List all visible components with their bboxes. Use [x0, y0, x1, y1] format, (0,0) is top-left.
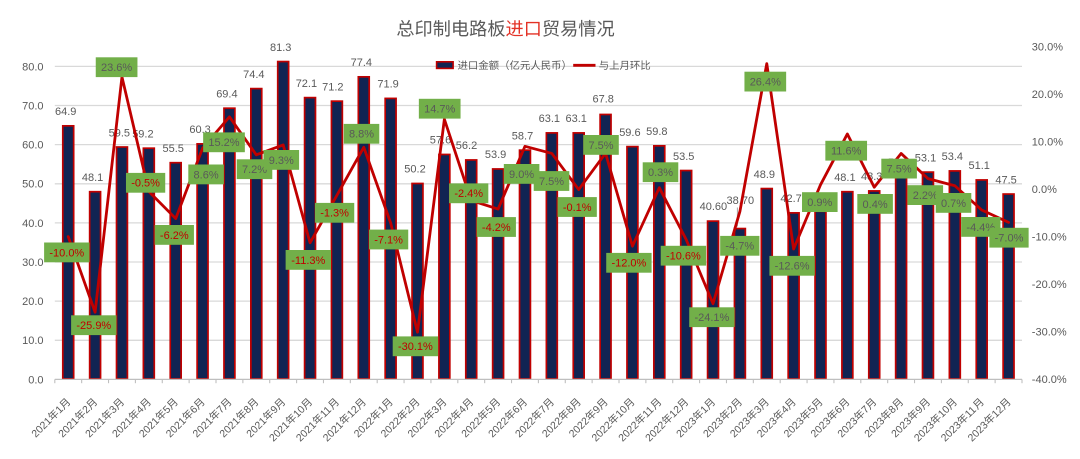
svg-text:48.1: 48.1	[834, 172, 855, 184]
svg-text:40.0: 40.0	[22, 218, 43, 230]
svg-text:-30.0%: -30.0%	[1032, 327, 1067, 339]
svg-text:64.9: 64.9	[55, 106, 76, 118]
svg-text:-40.0%: -40.0%	[1032, 374, 1067, 386]
svg-text:56.2: 56.2	[456, 140, 477, 152]
svg-text:-4.7%: -4.7%	[725, 241, 754, 253]
svg-text:7.5%: 7.5%	[887, 164, 912, 176]
svg-text:10.0%: 10.0%	[1032, 137, 1063, 149]
svg-text:59.8: 59.8	[646, 126, 667, 138]
svg-text:0.9%: 0.9%	[807, 197, 832, 209]
svg-text:40.60: 40.60	[700, 201, 728, 213]
svg-text:72.1: 72.1	[296, 78, 317, 90]
svg-text:81.3: 81.3	[270, 42, 291, 54]
svg-text:42.7: 42.7	[780, 193, 801, 205]
svg-text:-11.3%: -11.3%	[291, 255, 325, 267]
svg-text:0.0%: 0.0%	[1032, 184, 1057, 196]
svg-text:8.8%: 8.8%	[349, 129, 374, 141]
svg-text:63.1: 63.1	[565, 113, 586, 125]
svg-text:-10.0%: -10.0%	[1032, 232, 1067, 244]
svg-text:7.5%: 7.5%	[539, 176, 564, 188]
svg-text:-2.4%: -2.4%	[454, 188, 483, 200]
svg-text:63.1: 63.1	[539, 113, 560, 125]
svg-text:-10.0%: -10.0%	[49, 247, 84, 259]
svg-text:50.0: 50.0	[22, 179, 43, 191]
svg-text:-24.1%: -24.1%	[694, 312, 729, 324]
svg-text:2.2%: 2.2%	[913, 190, 938, 202]
svg-text:7.5%: 7.5%	[588, 140, 613, 152]
svg-text:-10.6%: -10.6%	[666, 251, 701, 263]
svg-text:-7.1%: -7.1%	[374, 234, 403, 246]
svg-text:60.0: 60.0	[22, 140, 43, 152]
svg-text:0.4%: 0.4%	[863, 199, 888, 211]
svg-text:53.5: 53.5	[673, 151, 694, 163]
svg-text:59.6: 59.6	[619, 127, 640, 139]
svg-text:70.0: 70.0	[22, 100, 43, 112]
svg-text:11.6%: 11.6%	[831, 146, 862, 158]
svg-text:-4.4%: -4.4%	[966, 222, 995, 234]
svg-text:48.9: 48.9	[754, 169, 775, 181]
svg-text:-6.2%: -6.2%	[160, 230, 189, 242]
svg-text:48.1: 48.1	[82, 172, 103, 184]
svg-text:-7.0%: -7.0%	[995, 233, 1024, 245]
svg-text:14.7%: 14.7%	[424, 104, 455, 116]
svg-text:80.0: 80.0	[22, 61, 43, 73]
svg-text:55.5: 55.5	[162, 143, 183, 155]
svg-text:67.8: 67.8	[592, 93, 613, 105]
svg-text:0.7%: 0.7%	[941, 198, 966, 210]
svg-text:10.0: 10.0	[22, 335, 43, 347]
svg-text:77.4: 77.4	[351, 57, 372, 69]
svg-text:-30.1%: -30.1%	[398, 341, 433, 353]
svg-text:20.0: 20.0	[22, 296, 43, 308]
svg-text:58.7: 58.7	[512, 130, 533, 142]
svg-text:53.9: 53.9	[485, 149, 506, 161]
svg-text:38.70: 38.70	[727, 195, 755, 207]
svg-text:9.3%: 9.3%	[269, 155, 294, 167]
svg-text:47.5: 47.5	[995, 174, 1016, 186]
svg-text:-12.6%: -12.6%	[775, 261, 810, 273]
svg-text:-4.2%: -4.2%	[482, 222, 511, 234]
svg-text:-25.9%: -25.9%	[76, 320, 111, 332]
svg-text:0.0: 0.0	[28, 374, 43, 386]
svg-text:71.9: 71.9	[377, 79, 398, 91]
svg-text:7.2%: 7.2%	[242, 164, 267, 176]
svg-text:9.0%: 9.0%	[509, 169, 534, 181]
svg-text:15.2%: 15.2%	[208, 137, 239, 149]
svg-text:-0.1%: -0.1%	[563, 202, 592, 214]
svg-text:59.5: 59.5	[109, 127, 130, 139]
svg-text:71.2: 71.2	[322, 81, 343, 93]
svg-text:-1.3%: -1.3%	[320, 208, 349, 220]
svg-text:8.6%: 8.6%	[194, 169, 219, 181]
svg-text:26.4%: 26.4%	[750, 77, 781, 89]
svg-text:0.3%: 0.3%	[648, 167, 673, 179]
svg-text:53.4: 53.4	[942, 151, 963, 163]
svg-text:51.1: 51.1	[968, 160, 989, 172]
svg-text:69.4: 69.4	[216, 89, 237, 101]
svg-text:-20.0%: -20.0%	[1032, 279, 1067, 291]
svg-text:30.0: 30.0	[22, 257, 43, 269]
svg-text:23.6%: 23.6%	[101, 62, 132, 74]
svg-text:30.0%: 30.0%	[1032, 41, 1063, 53]
svg-text:20.0%: 20.0%	[1032, 89, 1063, 101]
svg-text:74.4: 74.4	[243, 69, 264, 81]
svg-text:-0.5%: -0.5%	[131, 178, 160, 190]
svg-text:50.2: 50.2	[404, 164, 425, 176]
svg-text:-12.0%: -12.0%	[611, 258, 646, 270]
svg-text:53.1: 53.1	[915, 152, 936, 164]
